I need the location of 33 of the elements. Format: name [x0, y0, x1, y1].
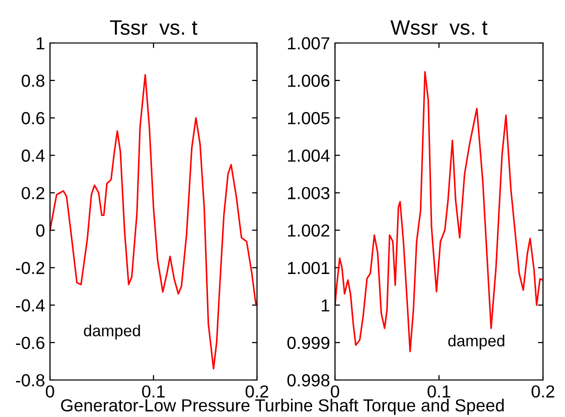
y-tick-label: -0.4: [16, 299, 45, 312]
y-tick-label: 1: [322, 299, 330, 312]
y-tick-label: 1.007: [288, 37, 330, 50]
y-tick-label: 1.006: [288, 74, 330, 87]
y-tick-label: -0.2: [16, 262, 44, 274]
text: Generator-Low Pressure Turbine Shaft Torque and Speed: [61, 398, 504, 415]
x-tick-label: 0.2: [532, 385, 554, 398]
line-series: [335, 71, 543, 352]
y-tick-label: 0.4: [22, 150, 45, 162]
y-tick-label: 1.005: [288, 112, 330, 124]
y-tick-label: 0.6: [22, 112, 44, 124]
x-tick-label: 0: [46, 385, 54, 398]
x-tick-label: 0.2: [246, 385, 268, 398]
y-tick-label: 1.002: [288, 224, 330, 237]
y-tick-label: -0.6: [16, 336, 44, 350]
y-tick-label: 0.2: [22, 186, 44, 200]
x-tick-label: 0.1: [142, 385, 165, 398]
annotation: damped: [448, 334, 504, 350]
annotation: damped: [84, 324, 140, 340]
y-tick-label: 0.8: [22, 74, 44, 87]
y-tick-label: 0.998: [287, 374, 330, 386]
y-tick-label: 1.003: [288, 186, 330, 200]
y-tick-label: 1: [36, 37, 44, 50]
x-tick-label: 0: [330, 385, 340, 398]
chart-title: Wssr vs. t: [390, 20, 488, 35]
line-series: [50, 74, 257, 370]
y-tick-label: 0: [36, 224, 44, 237]
y-tick-label: 1.001: [288, 262, 330, 274]
x-tick-label: 0.1: [428, 385, 450, 398]
y-tick-label: 1.004: [288, 150, 330, 162]
chart-title: Tssr vs. t: [110, 20, 198, 35]
y-tick-label: 0.999: [287, 336, 330, 350]
y-tick-label: -0.8: [16, 374, 44, 386]
